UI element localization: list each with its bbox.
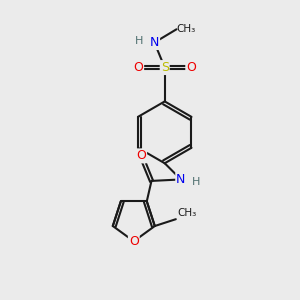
Text: CH₃: CH₃	[177, 208, 196, 218]
Text: O: O	[129, 235, 139, 248]
Text: CH₃: CH₃	[176, 24, 196, 34]
Text: O: O	[133, 61, 143, 74]
Text: S: S	[161, 61, 169, 74]
Text: H: H	[135, 36, 143, 46]
Text: N: N	[150, 36, 159, 49]
Text: O: O	[136, 149, 146, 162]
Text: N: N	[176, 173, 186, 186]
Text: H: H	[192, 177, 200, 188]
Text: O: O	[186, 61, 196, 74]
